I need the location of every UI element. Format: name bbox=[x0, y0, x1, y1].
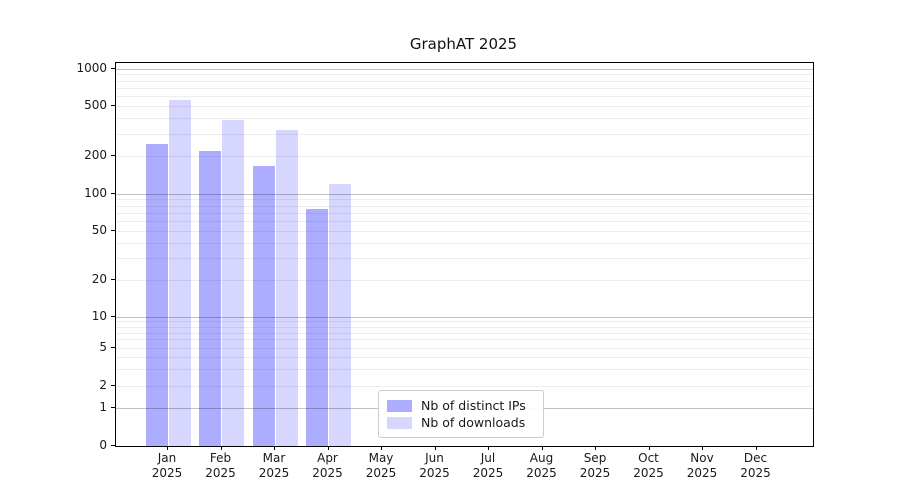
plot-area bbox=[115, 62, 814, 447]
gridline-60 bbox=[116, 221, 813, 222]
bar-jan-distinct-ips bbox=[145, 143, 168, 446]
gridline-3 bbox=[116, 369, 813, 370]
gridline-600 bbox=[116, 96, 813, 97]
y-tick-label-5: 5 bbox=[99, 339, 107, 354]
x-tick-label-aug: Aug 2025 bbox=[526, 451, 557, 480]
gridline-800 bbox=[116, 81, 813, 82]
y-tick-label-1000: 1000 bbox=[76, 60, 107, 75]
x-tick-label-dec: Dec 2025 bbox=[740, 451, 771, 480]
gridline-200 bbox=[116, 156, 813, 157]
y-tick-mark bbox=[111, 385, 115, 386]
y-tick-mark bbox=[111, 407, 115, 408]
legend-swatch-distinct-ips bbox=[387, 399, 412, 412]
bars-layer bbox=[116, 63, 813, 446]
legend-label: Nb of distinct IPs bbox=[421, 397, 526, 413]
gridline-90 bbox=[116, 199, 813, 200]
x-tick-label-feb: Feb 2025 bbox=[205, 451, 236, 480]
x-tick-mark bbox=[649, 446, 650, 450]
y-tick-label-10: 10 bbox=[91, 308, 107, 323]
x-tick-mark bbox=[328, 446, 329, 450]
gridline-20 bbox=[116, 280, 813, 281]
gridline-500 bbox=[116, 106, 813, 107]
x-tick-mark bbox=[435, 446, 436, 450]
legend-item-downloads: Nb of downloads bbox=[387, 414, 535, 431]
y-tick-label-2: 2 bbox=[99, 378, 107, 392]
bar-mar-downloads bbox=[275, 129, 298, 446]
x-tick-mark bbox=[542, 446, 543, 450]
x-tick-label-sep: Sep 2025 bbox=[579, 451, 611, 480]
x-tick-mark bbox=[274, 446, 275, 450]
legend-swatch-downloads bbox=[387, 416, 412, 429]
bar-mar-distinct-ips bbox=[252, 166, 275, 446]
gridline-2 bbox=[116, 386, 813, 387]
y-tick-mark bbox=[111, 279, 115, 280]
x-tick-label-jun: Jun 2025 bbox=[419, 451, 450, 480]
gridline-700 bbox=[116, 88, 813, 89]
gridline-1000 bbox=[116, 69, 813, 70]
y-tick-mark bbox=[111, 68, 115, 69]
legend: Nb of distinct IPs Nb of downloads bbox=[378, 390, 544, 438]
x-tick-mark bbox=[488, 446, 489, 450]
gridline-50 bbox=[116, 231, 813, 232]
y-tick-label-100: 100 bbox=[84, 185, 107, 200]
x-tick-label-apr: Apr 2025 bbox=[312, 451, 343, 480]
y-tick-mark bbox=[111, 347, 115, 348]
x-tick-label-oct: Oct 2025 bbox=[633, 451, 664, 480]
x-tick-label-nov: Nov 2025 bbox=[686, 451, 718, 480]
x-tick-label-may: May 2025 bbox=[365, 451, 397, 480]
y-tick-label-0: 0 bbox=[99, 437, 107, 452]
x-tick-label-jan: Jan 2025 bbox=[151, 451, 183, 480]
y-tick-label-200: 200 bbox=[84, 147, 107, 162]
gridline-300 bbox=[116, 134, 813, 135]
bar-feb-distinct-ips bbox=[199, 150, 221, 446]
gridline-5 bbox=[116, 348, 813, 349]
x-tick-mark bbox=[221, 446, 222, 450]
y-tick-mark bbox=[111, 193, 115, 194]
gridline-100 bbox=[116, 194, 813, 195]
x-tick-mark bbox=[381, 446, 382, 450]
y-tick-mark bbox=[111, 445, 115, 446]
y-tick-label-50: 50 bbox=[91, 223, 107, 237]
gridline-8 bbox=[116, 327, 813, 328]
gridline-6 bbox=[116, 339, 813, 340]
chart-title: GraphAT 2025 bbox=[409, 35, 518, 53]
y-tick-label-20: 20 bbox=[91, 271, 107, 286]
legend-label: Nb of downloads bbox=[421, 414, 526, 430]
y-tick-mark bbox=[111, 316, 115, 317]
x-tick-mark bbox=[756, 446, 757, 450]
gridline-70 bbox=[116, 213, 813, 214]
gridline-30 bbox=[116, 258, 813, 259]
bar-jan-downloads bbox=[168, 100, 191, 446]
grid-layer bbox=[116, 63, 813, 446]
gridline-80 bbox=[116, 206, 813, 207]
y-tick-mark bbox=[111, 105, 115, 106]
gridline-7 bbox=[116, 333, 813, 334]
gridline-4 bbox=[116, 357, 813, 358]
x-tick-mark bbox=[595, 446, 596, 450]
bar-apr-downloads bbox=[329, 183, 351, 446]
bar-apr-distinct-ips bbox=[306, 209, 328, 446]
y-tick-mark bbox=[111, 230, 115, 231]
x-tick-mark bbox=[167, 446, 168, 450]
bar-feb-downloads bbox=[222, 119, 244, 446]
gridline-400 bbox=[116, 118, 813, 119]
x-tick-label-mar: Mar 2025 bbox=[258, 451, 290, 480]
y-tick-label-500: 500 bbox=[84, 98, 107, 113]
gridline-40 bbox=[116, 243, 813, 244]
y-tick-mark bbox=[111, 155, 115, 156]
gridline-10 bbox=[116, 317, 813, 318]
x-tick-label-jul: Jul 2025 bbox=[472, 451, 504, 480]
y-tick-label-1: 1 bbox=[99, 399, 107, 414]
gridline-9 bbox=[116, 321, 813, 322]
x-tick-mark bbox=[702, 446, 703, 450]
gridline-900 bbox=[116, 74, 813, 75]
legend-item-distinct-ips: Nb of distinct IPs bbox=[387, 397, 535, 414]
